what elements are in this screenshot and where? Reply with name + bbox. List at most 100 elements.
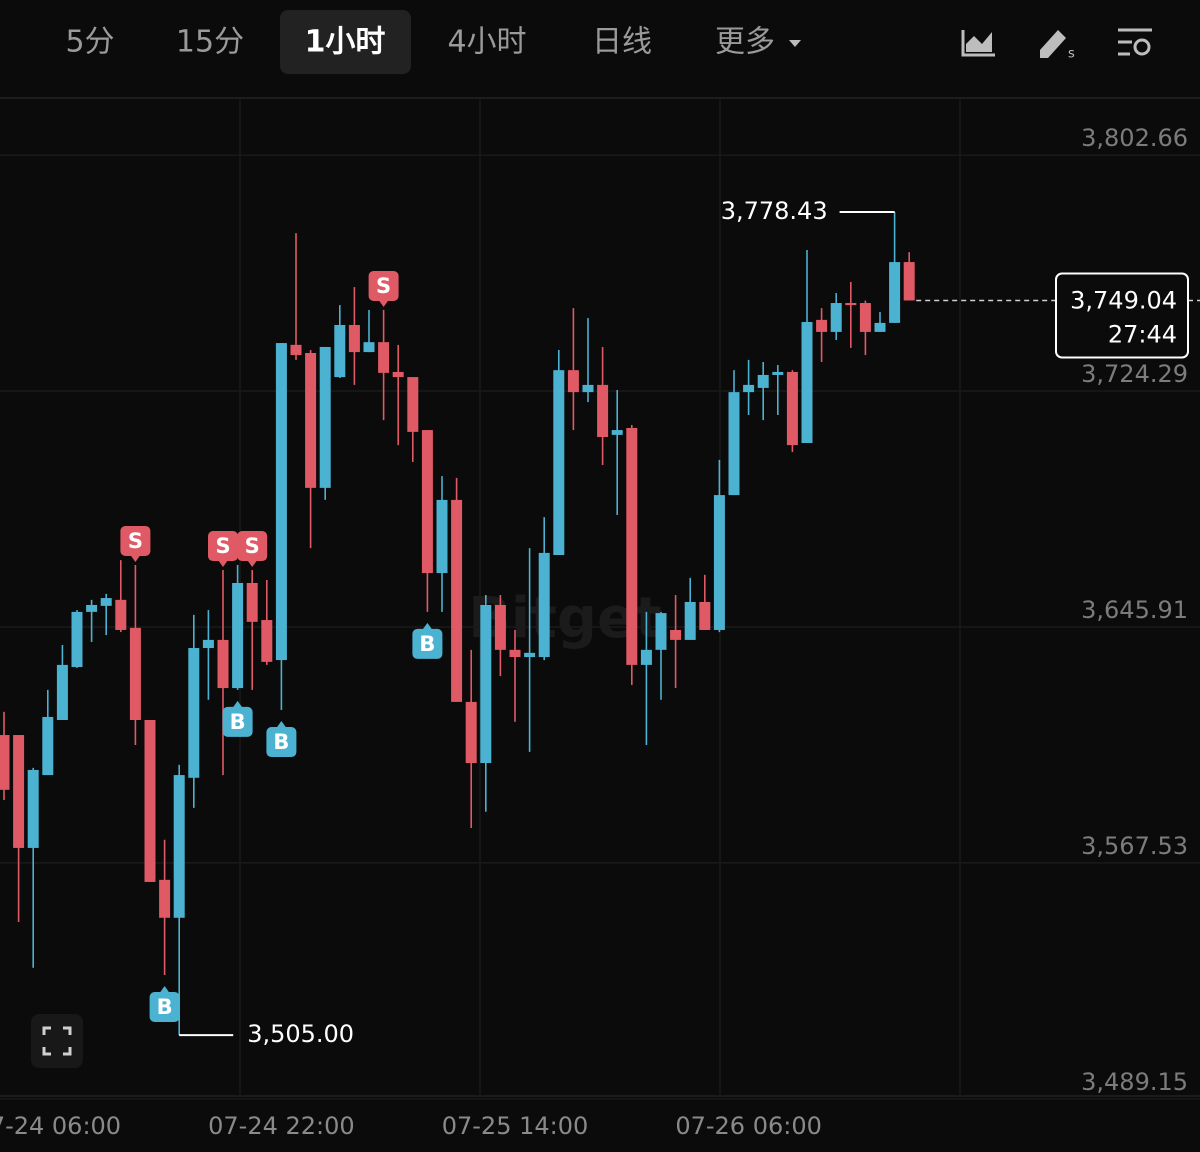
- signal-marker: B: [412, 622, 443, 659]
- candle-body: [772, 371, 784, 375]
- candle-body: [889, 262, 901, 323]
- candle-body: [407, 377, 419, 432]
- signal-badge: [237, 531, 268, 562]
- x-tick-label: 07-24 06:00: [0, 1112, 121, 1140]
- candle-body: [830, 303, 842, 332]
- indicator-icon[interactable]: [961, 30, 995, 57]
- x-tick-label: 07-24 22:00: [208, 1112, 355, 1140]
- signal-badge: [120, 525, 151, 556]
- candle-body: [159, 879, 171, 918]
- signal-pointer: [422, 622, 433, 630]
- candle-body: [378, 342, 390, 373]
- candle-body: [465, 701, 477, 764]
- timeframe-tab[interactable]: 1小时: [305, 25, 386, 60]
- signal-badge: [208, 531, 238, 562]
- signal-marker: B: [266, 721, 297, 758]
- high-marker-label: 3,778.43: [721, 197, 828, 225]
- signal-label: S: [215, 534, 230, 558]
- signal-label: B: [273, 730, 289, 754]
- low-marker-label: 3,505.00: [247, 1020, 354, 1048]
- signal-badge: [412, 628, 443, 659]
- y-tick-label: 3,802.66: [1081, 124, 1188, 152]
- candle-body: [713, 495, 725, 630]
- candle-body: [874, 322, 886, 332]
- candle-body: [611, 430, 623, 435]
- timeframe-tab[interactable]: 更多: [715, 25, 775, 60]
- signal-pointer: [130, 554, 141, 562]
- settings-icon[interactable]: [1118, 28, 1152, 56]
- candle-body: [757, 374, 769, 388]
- signal-label: S: [245, 534, 260, 558]
- candle-body: [100, 598, 112, 606]
- candle-body: [436, 499, 448, 574]
- signal-marker: S: [368, 270, 399, 307]
- candle-body: [859, 303, 871, 332]
- candle-body: [684, 601, 696, 640]
- signal-marker: S: [120, 525, 151, 562]
- candle-body: [538, 552, 550, 658]
- candle-body: [553, 370, 565, 556]
- fullscreen-button[interactable]: [31, 1014, 83, 1068]
- candle-body: [582, 384, 594, 393]
- candle-body: [816, 319, 828, 332]
- fullscreen-icon[interactable]: [42, 1026, 72, 1056]
- candle-body: [567, 370, 579, 393]
- candle-body: [129, 627, 141, 720]
- candle-body: [13, 735, 25, 848]
- candle-body: [392, 371, 404, 378]
- y-tick-label: 3,645.91: [1081, 596, 1188, 624]
- candle-body: [56, 664, 68, 720]
- timeframe-tab[interactable]: 日线: [592, 25, 652, 60]
- signal-marker: B: [149, 985, 180, 1022]
- candle-body: [261, 620, 273, 662]
- timeframe-tab[interactable]: 15分: [176, 25, 244, 60]
- candle-body: [494, 604, 506, 650]
- candle-body: [509, 649, 521, 658]
- signal-pointer: [232, 700, 243, 708]
- candle-body: [421, 430, 433, 574]
- signal-marker: B: [222, 700, 253, 737]
- signal-marker: S: [237, 531, 268, 568]
- candle-body: [115, 599, 127, 630]
- candle-body: [319, 346, 331, 488]
- last-price-box: [1055, 272, 1189, 359]
- y-tick-label: 3,489.15: [1081, 1068, 1188, 1096]
- candle-body: [743, 384, 755, 393]
- candle-body: [845, 303, 857, 306]
- signal-label: S: [128, 529, 143, 553]
- draw-icon-s: s: [1068, 47, 1075, 62]
- selected-tab-background: [280, 10, 411, 74]
- timeframe-tab[interactable]: 4小时: [447, 25, 526, 60]
- more-caret[interactable]: [789, 40, 801, 47]
- candle-body: [524, 652, 536, 658]
- signal-badge: [222, 706, 253, 737]
- timeframe-tab[interactable]: 5分: [65, 25, 114, 60]
- signal-label: S: [376, 274, 391, 298]
- candle-body: [42, 716, 54, 776]
- candle-body: [903, 262, 915, 301]
- candle-body: [0, 735, 10, 790]
- signal-pointer: [247, 560, 258, 568]
- signal-label: B: [157, 995, 173, 1019]
- signal-label: B: [230, 710, 246, 734]
- y-tick-label: 3,567.53: [1081, 832, 1188, 860]
- candle-body: [670, 629, 682, 640]
- signal-pointer: [378, 299, 389, 307]
- candle-body: [626, 427, 638, 665]
- candle-body: [232, 583, 244, 689]
- candle-body: [480, 604, 492, 764]
- draw-icon[interactable]: s: [1040, 30, 1075, 62]
- candle-body: [363, 342, 375, 353]
- candle-body: [275, 343, 287, 661]
- signal-pointer: [218, 560, 228, 568]
- last-price-label: 3,749.04: [1070, 286, 1177, 314]
- candle-body: [173, 775, 185, 918]
- candle-body: [640, 649, 652, 665]
- candle-body: [801, 321, 813, 444]
- candle-body: [86, 604, 98, 612]
- x-tick-label: 07-25 14:00: [442, 1112, 589, 1140]
- signal-label: B: [419, 632, 435, 656]
- candle-body: [699, 601, 711, 630]
